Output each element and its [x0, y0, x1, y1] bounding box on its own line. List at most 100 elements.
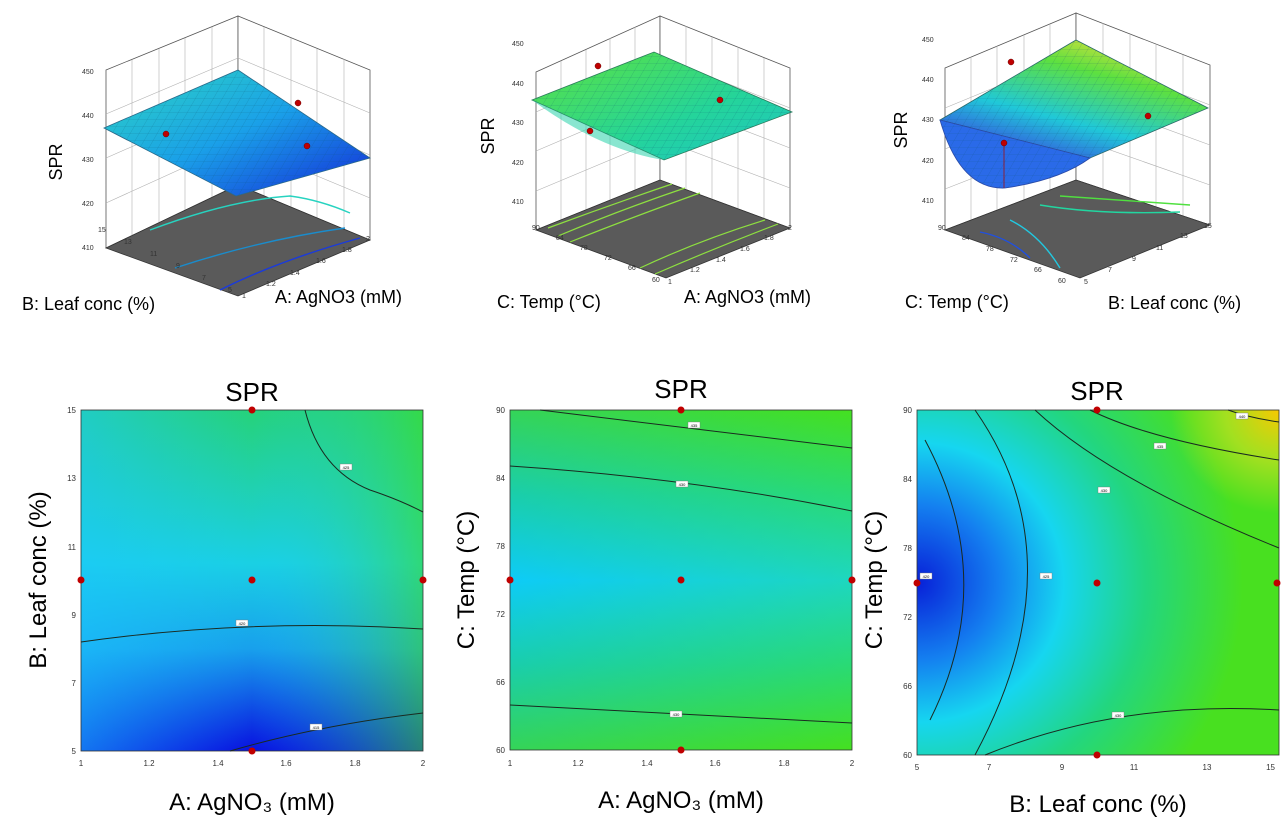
- z-axis-label: SPR: [891, 111, 911, 148]
- design-point: [1007, 58, 1015, 66]
- svg-text:7: 7: [987, 763, 992, 772]
- x-tick: 1.2: [690, 267, 700, 274]
- x-ticks: 1 1.2 1.4 1.6 1.8 2: [508, 759, 855, 768]
- svg-text:1.4: 1.4: [641, 759, 653, 768]
- y-tick: 90: [938, 225, 946, 232]
- design-point: [594, 62, 602, 70]
- y-axis-label: C: Temp (°C): [453, 511, 480, 650]
- design-point: [77, 576, 85, 584]
- svg-text:13: 13: [67, 474, 76, 483]
- y-tick: 66: [628, 265, 636, 272]
- z-tick: 430: [82, 157, 94, 164]
- y-axis-label: B: Leaf conc (%): [22, 294, 155, 314]
- design-point: [677, 576, 685, 584]
- svg-text:11: 11: [1130, 763, 1139, 772]
- svg-text:1: 1: [508, 759, 513, 768]
- z-tick: 450: [512, 41, 524, 48]
- svg-text:78: 78: [903, 544, 912, 553]
- x-tick: 9: [1132, 256, 1136, 263]
- z-tick: 410: [512, 199, 524, 206]
- z-tick: 420: [82, 201, 94, 208]
- y-tick: 84: [556, 235, 564, 242]
- x-axis-label: B: Leaf conc (%): [1108, 293, 1241, 313]
- design-point: [1093, 751, 1101, 759]
- contour-label: 425: [343, 465, 350, 470]
- contour-label: 435: [691, 423, 698, 428]
- svg-text:1.8: 1.8: [778, 759, 790, 768]
- floor-contour: [104, 184, 372, 297]
- z-tick: 440: [512, 81, 524, 88]
- contour-line: [924, 439, 965, 721]
- design-point: [248, 747, 256, 755]
- y-tick: 78: [580, 245, 588, 252]
- floor-contour: [534, 179, 792, 279]
- svg-text:13: 13: [1203, 763, 1212, 772]
- y-ticks: 60 66 72 78 84 90: [903, 406, 912, 760]
- design-point: [848, 576, 856, 584]
- y-axis-label: C: Temp (°C): [497, 292, 601, 312]
- x-tick: 7: [1108, 267, 1112, 274]
- contour-plot-2: SPR 435 430 430 1 1.2 1.4 1.6 1.8 2 60 6…: [453, 374, 856, 814]
- z-tick: 440: [922, 77, 934, 84]
- svg-text:2: 2: [850, 759, 855, 768]
- z-axis-label: SPR: [46, 143, 66, 180]
- svg-text:11: 11: [68, 543, 77, 552]
- contour-label: 415: [313, 725, 320, 730]
- svg-text:1.8: 1.8: [349, 759, 361, 768]
- surface-plot-2: 450 440 430 420 410 SPR 90 84 78 72 66 6…: [478, 15, 811, 312]
- design-point: [419, 576, 427, 584]
- svg-text:7: 7: [72, 679, 77, 688]
- y-tick: 72: [1010, 257, 1018, 264]
- svg-text:60: 60: [496, 746, 505, 755]
- y-axis-label: B: Leaf conc (%): [25, 491, 52, 668]
- y-tick: 7: [202, 275, 206, 282]
- contour-line: [1034, 409, 1280, 549]
- svg-text:2: 2: [421, 759, 426, 768]
- x-axis-label: A: AgNO₃ (mM): [598, 787, 764, 814]
- y-tick: 5: [228, 287, 232, 294]
- design-point: [506, 576, 514, 584]
- contour-label: 430: [673, 712, 680, 717]
- svg-text:1.6: 1.6: [280, 759, 292, 768]
- y-tick: 11: [150, 251, 157, 258]
- design-point: [294, 99, 302, 107]
- z-tick: 420: [922, 158, 934, 165]
- design-point: [1000, 139, 1008, 147]
- design-point: [1093, 406, 1101, 414]
- y-ticks: 60 66 72 78 84 90: [496, 406, 505, 755]
- contour-plot-3: SPR 440 435 430 425 420 430 5 7 9 11 13: [861, 376, 1281, 818]
- x-tick: 1.6: [740, 246, 750, 253]
- x-ticks: 1 1.2 1.4 1.6 1.8 2: [79, 759, 426, 768]
- x-tick: 2: [788, 225, 792, 232]
- design-point: [677, 406, 685, 414]
- x-tick: 5: [1084, 279, 1088, 286]
- x-tick: 2: [366, 236, 370, 243]
- svg-text:66: 66: [496, 678, 505, 687]
- surface-plot-3: 450 440 430 420 410 SPR 90 84 78 72 66 6…: [891, 12, 1241, 313]
- x-tick: 11: [1156, 245, 1163, 252]
- svg-text:90: 90: [496, 406, 505, 415]
- x-axis-label: B: Leaf conc (%): [1009, 791, 1186, 818]
- contour-line: [974, 409, 1028, 756]
- contour-label: 430: [679, 482, 686, 487]
- svg-text:9: 9: [1060, 763, 1065, 772]
- contour-line: [80, 625, 424, 643]
- svg-text:1.2: 1.2: [143, 759, 155, 768]
- x-tick: 1.4: [716, 257, 726, 264]
- contour-label: 430: [1115, 713, 1122, 718]
- y-tick: 60: [1058, 278, 1066, 285]
- svg-text:15: 15: [67, 406, 76, 415]
- svg-text:72: 72: [496, 610, 505, 619]
- floor-contour: [943, 179, 1212, 279]
- svg-text:9: 9: [72, 611, 77, 620]
- z-tick: 450: [82, 69, 94, 76]
- y-axis-label: C: Temp (°C): [905, 292, 1009, 312]
- svg-text:60: 60: [903, 751, 912, 760]
- y-tick: 60: [652, 277, 660, 284]
- x-tick: 1.6: [316, 258, 326, 265]
- y-tick: 84: [962, 235, 970, 242]
- svg-text:5: 5: [72, 747, 77, 756]
- x-tick: 1: [242, 293, 246, 300]
- svg-text:5: 5: [915, 763, 920, 772]
